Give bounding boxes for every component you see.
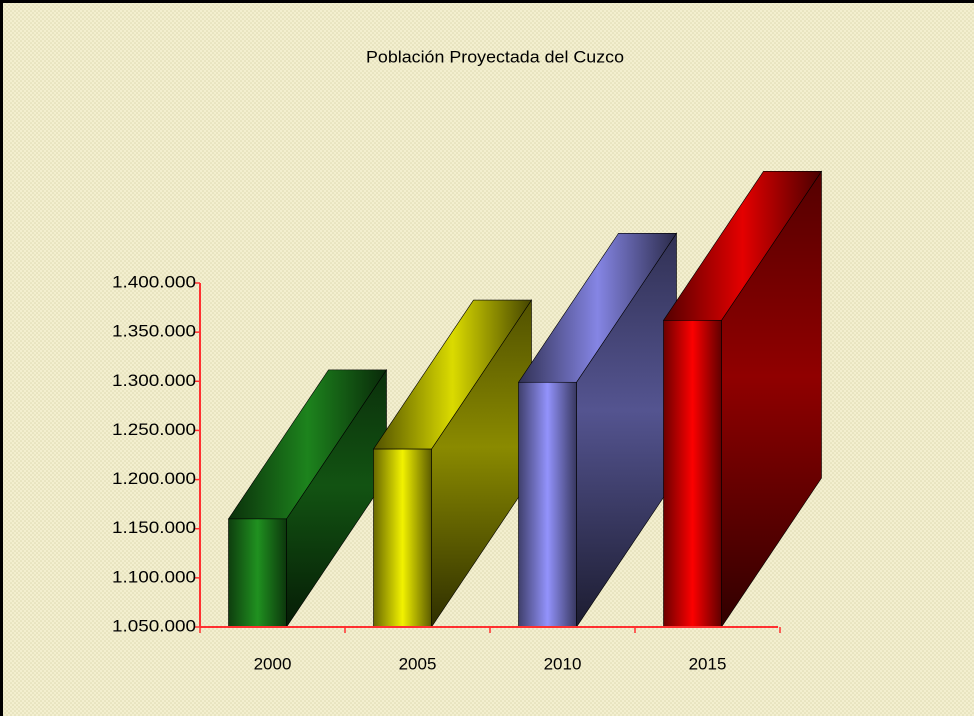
x-tick-label: 2005 <box>399 654 437 673</box>
y-tick-label: 1.050.000 <box>112 616 196 635</box>
y-tick-label: 1.250.000 <box>112 420 196 439</box>
bar <box>662 170 823 628</box>
x-tick-label: 2000 <box>254 654 292 673</box>
bar <box>372 299 533 628</box>
y-tick-label: 1.300.000 <box>112 371 196 390</box>
x-tick-label: 2015 <box>689 654 727 673</box>
y-tick-label: 1.400.000 <box>112 272 196 291</box>
chart-title: Población Proyectada del Cuzco <box>366 47 624 66</box>
y-tick-label: 1.350.000 <box>112 322 196 341</box>
x-tick-label: 2010 <box>544 654 582 673</box>
y-tick-label: 1.100.000 <box>112 567 196 586</box>
y-tick-label: 1.150.000 <box>112 518 196 537</box>
y-tick-label: 1.200.000 <box>112 469 196 488</box>
bar <box>227 368 388 628</box>
